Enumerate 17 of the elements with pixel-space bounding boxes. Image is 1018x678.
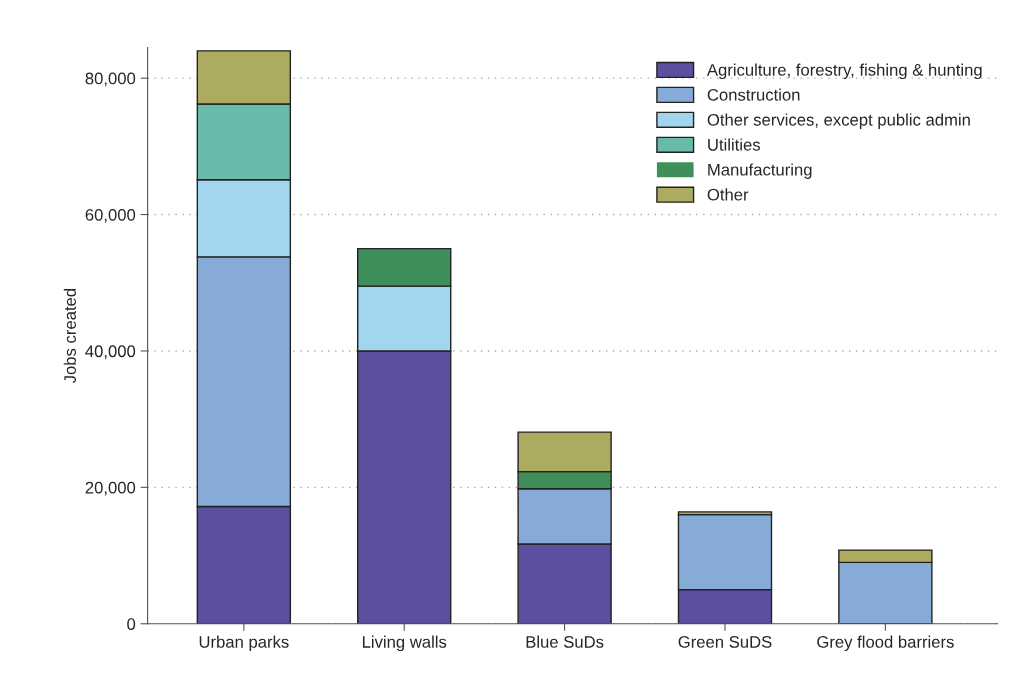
- legend-label: Construction: [707, 88, 800, 101]
- y-tick-label: 60,000: [85, 208, 136, 223]
- x-tick-label: Living walls: [362, 635, 447, 652]
- legend-label: Other: [707, 188, 749, 201]
- y-tick-label: 40,000: [85, 345, 136, 360]
- x-tick-label: Urban parks: [199, 635, 289, 652]
- x-tick-label: Blue SuDs: [526, 635, 604, 648]
- y-tick-label: 0: [127, 618, 136, 630]
- y-tick-label: 80,000: [85, 72, 136, 87]
- y-axis-title: Jobs created: [63, 288, 76, 384]
- legend-label: Agriculture, forestry, fishing & hunting: [706, 63, 982, 80]
- x-tick-label: Green SuDS: [678, 636, 772, 648]
- legend-label: Utilities: [708, 138, 761, 151]
- legend-label: Other services, except public admin: [707, 113, 970, 129]
- x-tick-label: Grey flood barriers: [817, 635, 954, 652]
- y-tick-label: 20,000: [85, 481, 136, 496]
- legend-label: Manufacturing: [708, 163, 812, 179]
